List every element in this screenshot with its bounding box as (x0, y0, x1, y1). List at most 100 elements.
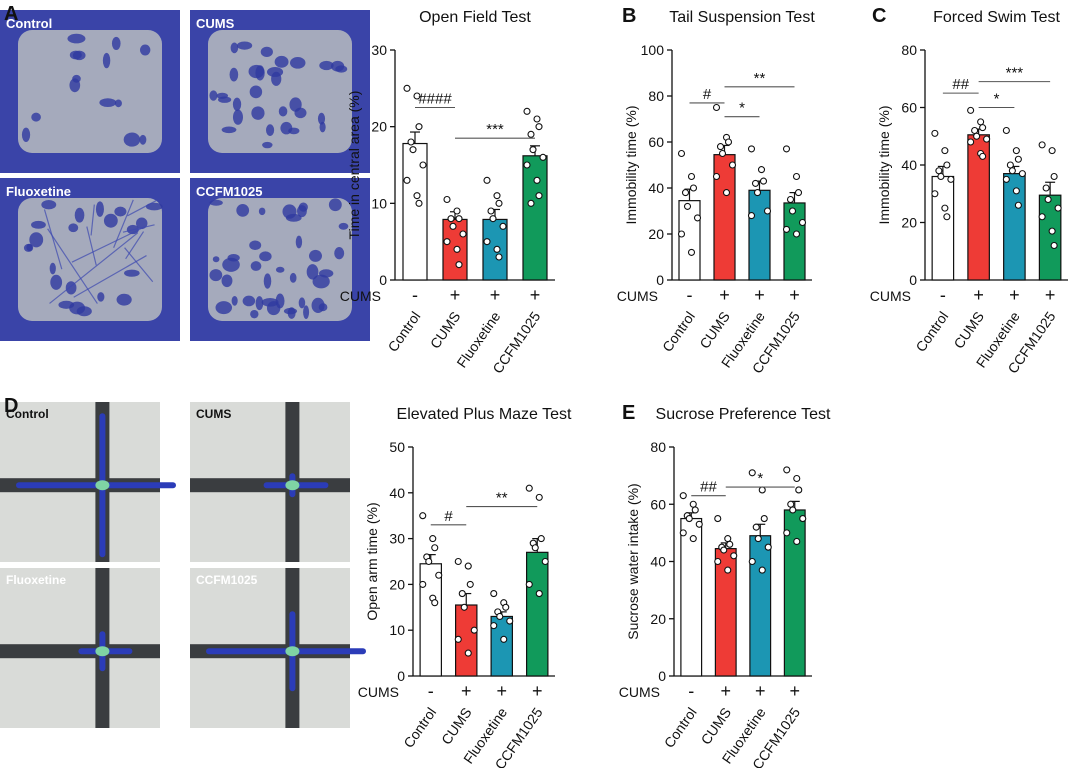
y-tick-label: 20 (648, 226, 664, 242)
data-point (787, 500, 795, 508)
data-point (782, 225, 791, 233)
data-point (460, 603, 468, 611)
cums-sign: + (973, 285, 984, 305)
y-axis-label: Sucrose water intake (%) (625, 483, 641, 639)
heatmap-track-blob (296, 205, 307, 218)
heatmap-track-blob (111, 36, 121, 50)
heatmap-track-blob (218, 96, 232, 103)
data-point (495, 253, 503, 261)
data-point (937, 172, 945, 181)
y-tick-label: 40 (650, 554, 666, 570)
heatmap-track-blob (97, 292, 105, 302)
x-category-label: CUMS (696, 309, 733, 352)
data-point (1002, 126, 1010, 135)
data-point (413, 92, 421, 100)
data-point (1048, 147, 1056, 155)
heatmap-arena-center (18, 198, 162, 321)
data-point (967, 138, 975, 146)
data-point (523, 161, 531, 169)
heatmap-track-blob (319, 60, 334, 71)
data-point (525, 580, 533, 588)
data-point (983, 135, 991, 143)
cums-sign: + (1045, 285, 1056, 305)
data-point (1006, 161, 1014, 169)
heatmap-track-line (127, 200, 157, 217)
y-tick-label: 20 (389, 576, 405, 592)
x-category-label: CUMS (427, 309, 464, 352)
heatmap-track-blob (230, 42, 239, 54)
data-point (689, 500, 697, 508)
cums-sign: + (720, 681, 731, 701)
data-point (728, 161, 737, 169)
data-point (689, 535, 697, 543)
cums-sign: + (789, 285, 800, 305)
y-tick-label: 0 (397, 668, 405, 684)
bar-control (678, 200, 701, 281)
heatmap-track-blob (278, 106, 288, 117)
data-point (792, 172, 801, 181)
data-point (506, 617, 514, 625)
bar-ccfm1025 (522, 155, 548, 281)
data-point (537, 535, 545, 543)
heatmap-label: CCFM1025 (196, 573, 258, 587)
data-point (679, 492, 687, 500)
panel-letter: E (622, 402, 635, 424)
data-point (525, 484, 533, 492)
heatmap-track-blob (49, 262, 56, 275)
heatmap-track-blob (95, 201, 104, 217)
data-point (973, 132, 981, 140)
heatmap-track-line (125, 231, 145, 260)
data-point (979, 152, 987, 160)
data-point (490, 622, 498, 630)
data-point (795, 486, 803, 494)
data-point (533, 176, 541, 184)
heatmap-track-blob (102, 52, 111, 69)
heatmap-track-blob (312, 274, 330, 289)
heatmap-track-blob (328, 198, 342, 212)
heatmap-track-blob (67, 33, 86, 44)
heatmap-track-blob (251, 106, 265, 120)
heatmap-track-blob (145, 202, 163, 211)
data-point (1014, 201, 1022, 209)
heatmap-track-blob (135, 217, 148, 230)
significance-label: ** (496, 490, 508, 507)
cums-sign: + (461, 681, 472, 701)
x-category-label: Control (659, 309, 698, 355)
heatmap-track-blob (266, 301, 281, 316)
data-point (760, 515, 768, 523)
heatmap-track-blob (76, 306, 92, 317)
data-point (751, 179, 760, 187)
data-point (413, 192, 421, 200)
y-tick-label: 80 (901, 42, 917, 58)
heatmap-track-blob (21, 127, 31, 142)
cums-sign: + (719, 285, 730, 305)
data-point (435, 571, 443, 579)
data-point (535, 590, 543, 598)
x-category-label: CUMS (697, 705, 734, 748)
data-point (535, 123, 543, 131)
data-point (487, 207, 495, 215)
data-point (782, 145, 791, 153)
heatmap-track-blob (318, 269, 334, 278)
data-point (679, 529, 687, 537)
data-point (403, 84, 411, 92)
heatmap-track-blob (215, 301, 233, 315)
data-point (419, 512, 427, 520)
heatmap-track-blob (258, 207, 266, 216)
significance-label: ## (952, 76, 969, 93)
heatmap-track-blob (266, 66, 284, 77)
data-point (758, 486, 766, 494)
data-point (979, 124, 987, 132)
maze-hotspot (95, 480, 110, 491)
data-point (464, 562, 472, 570)
plus-maze-heatmap-cell: Control (0, 402, 176, 562)
data-point (403, 176, 411, 184)
heatmap-arena-center (208, 30, 352, 153)
data-point (431, 599, 439, 607)
heatmap-track-blob (209, 269, 223, 282)
data-point (943, 213, 951, 221)
panel-letter-d: D (4, 395, 18, 417)
heatmap-track-blob (103, 213, 118, 228)
heatmap-track-blob (263, 273, 272, 289)
data-point (693, 214, 702, 222)
